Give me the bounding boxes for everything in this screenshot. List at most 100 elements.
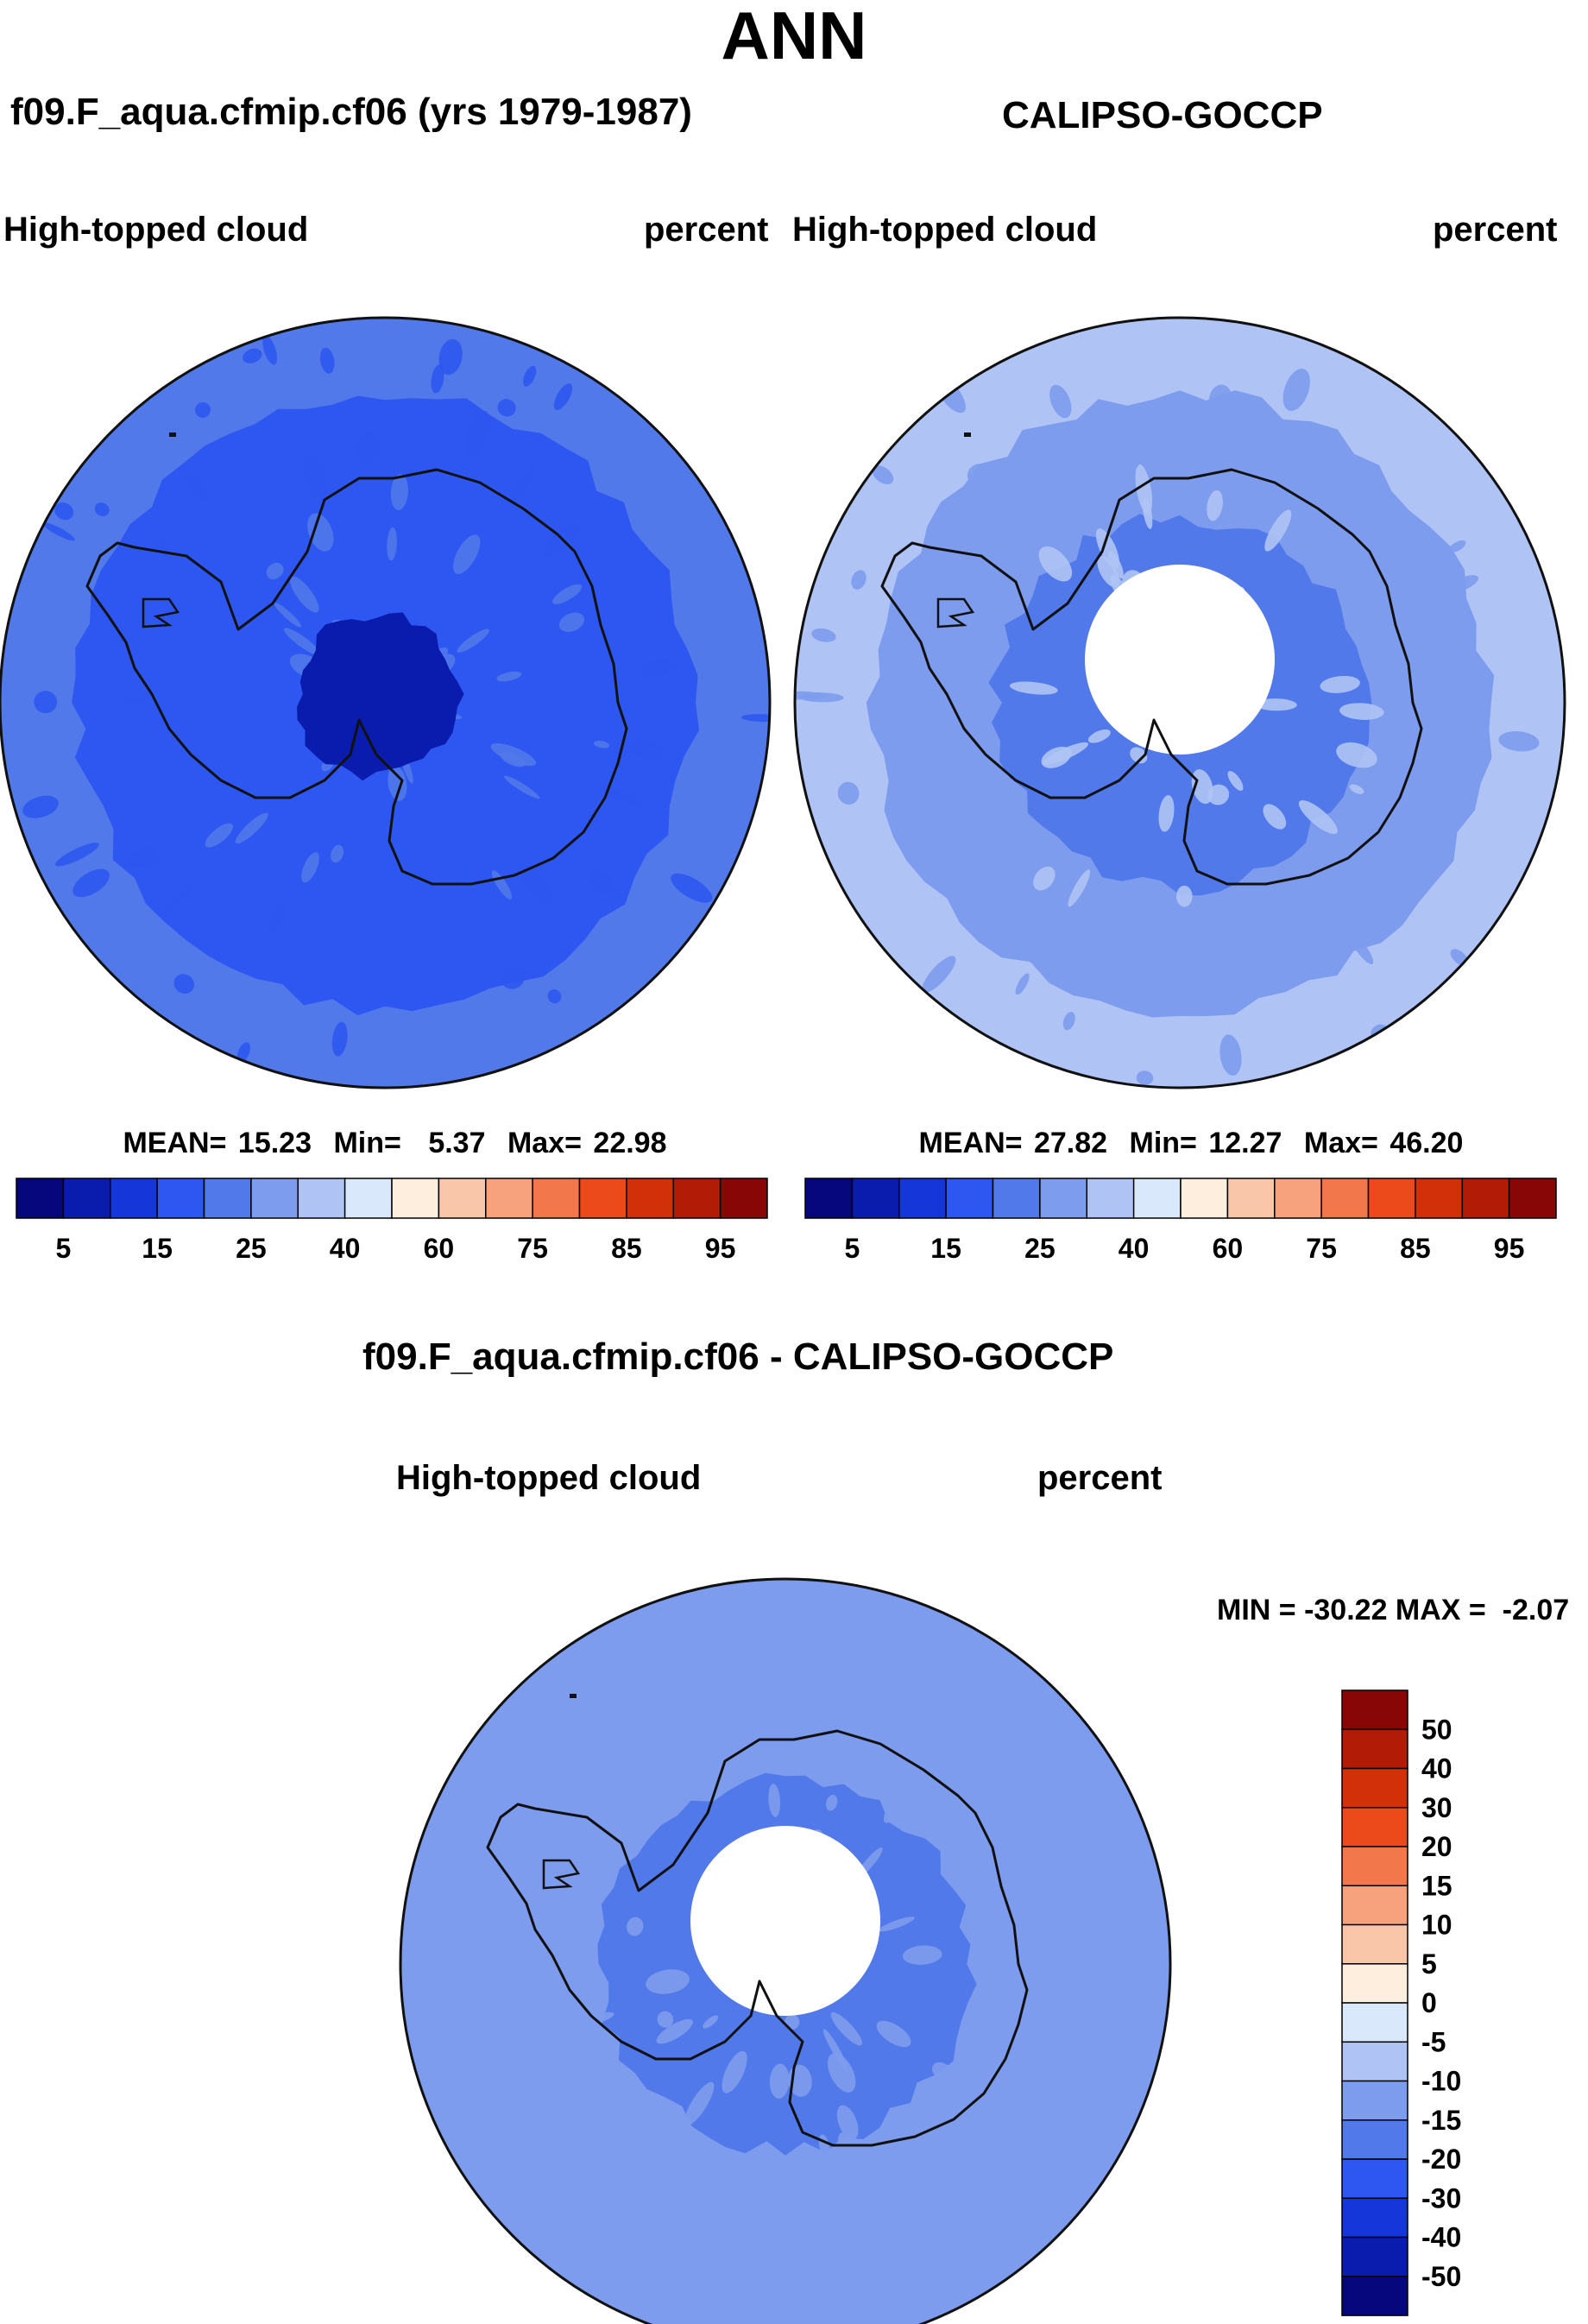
field-cell [1075,437,1097,485]
field-cell [890,682,917,692]
right-mean-label: MEAN= [918,1127,1023,1159]
colorbar-tick-label: -30 [1421,2182,1461,2213]
colorbar-tick-label: 10 [1421,1910,1453,1941]
field-cell [126,851,143,868]
field-cell [301,852,319,883]
field-cell [1255,698,1297,711]
colorbar-box [532,1178,581,1219]
field-cell [503,775,540,799]
field-cell [656,2018,693,2044]
field-cell [734,2189,754,2212]
colorbar-box [1415,1178,1464,1219]
field-cell [235,812,268,844]
field-cell [904,1685,930,1720]
field-cell [761,2169,783,2188]
ice-shelf-outline [142,597,180,628]
colorbar-box [1461,1178,1510,1219]
colorbar-tick-label: 60 [424,1233,455,1264]
field-cell [1448,540,1466,553]
field-cell [902,1945,942,1965]
colorbar-box [672,1178,722,1219]
field-cell [602,786,644,806]
colorbar-tick-label: 20 [1421,1831,1453,1862]
colorbar-box [1341,2236,1408,2277]
field-cell [390,474,408,510]
field-cell [769,2063,790,2099]
field-cell [138,846,159,868]
field-cell [490,742,537,767]
field-cell [388,766,407,801]
field-cell [1012,1956,1052,1979]
field-cell [589,870,615,895]
field-cell [331,844,344,863]
field-cell [507,2128,524,2144]
field-cell [1446,575,1479,593]
field-cell [1192,925,1210,945]
field-cell [1087,426,1109,464]
colorbar-tick-label: 85 [611,1233,642,1264]
field-cell [72,868,110,898]
colorbar-box [203,1178,252,1219]
field-cell [1006,1852,1042,1874]
left-min-label: Min= [333,1127,401,1159]
field-cell [915,2093,942,2120]
colorbar-box [438,1178,487,1219]
colorbar-box [945,1178,994,1219]
field-cell [990,2219,1022,2253]
colorbar-tick-label: -20 [1421,2144,1461,2175]
field-cell [1038,546,1073,582]
colorbar-tick-label: 40 [330,1233,361,1264]
colorbar-box [1341,1728,1408,1770]
field-cell [935,1651,962,1685]
colorbar-box [1341,2080,1408,2121]
field-cell [185,474,209,502]
field-cell [684,2081,715,2126]
field-cell [42,522,75,541]
colorbar-tick-label: 15 [142,1233,173,1264]
field-cell [1264,509,1292,552]
field-cell [1083,921,1102,954]
colorbar-tick-label: 25 [236,1233,267,1264]
map-boundary [793,316,1566,1089]
field-cell [517,864,554,906]
colorbar-tick-label: 75 [517,1233,548,1264]
map-overlays [0,316,1566,2324]
field-cell [236,1042,250,1063]
colorbar-tick-label: 5 [845,1233,860,1264]
colorbar-box [626,1178,675,1219]
field-cell [525,2104,555,2130]
field-cell [1320,675,1360,693]
field-cell [554,1784,573,1803]
right-max-label: Max= [1303,1127,1378,1159]
page-title: ANN [721,0,867,73]
colorbar-tick-label: 5 [1421,1948,1437,1980]
field-cell [1062,1011,1075,1031]
colorbar-tick-label: 85 [1400,1233,1431,1264]
field-cell [571,1936,589,1945]
field-cell [194,401,211,418]
field-cell [1350,933,1374,964]
field-cell [1349,784,1364,794]
field-cell [1208,384,1232,414]
colorbar-box [16,1178,65,1219]
diff-case-title: f09.F_aqua.cfmip.cf06 - CALIPSO-GOCCP [362,1336,1114,1378]
antarctica-coastline [85,468,628,886]
field-cell [307,513,334,552]
left-max-label: Max= [507,1127,582,1159]
colorbar-tick-label: 50 [1421,1714,1453,1745]
field-cell [1042,742,1089,766]
field-cell [1339,703,1384,720]
colorbar-box [62,1178,111,1219]
field-cell [453,534,481,574]
field-cell [518,1833,544,1856]
field-cell [319,347,335,374]
left-polar-map [0,318,770,1088]
field-cell [718,1722,735,1753]
field-cell [1263,804,1287,830]
colorbar-box [1274,1178,1322,1219]
colorbar-tick-label: 95 [1494,1233,1525,1264]
field-cell [501,967,525,989]
field-cell [958,572,985,593]
field-cell [387,527,397,561]
